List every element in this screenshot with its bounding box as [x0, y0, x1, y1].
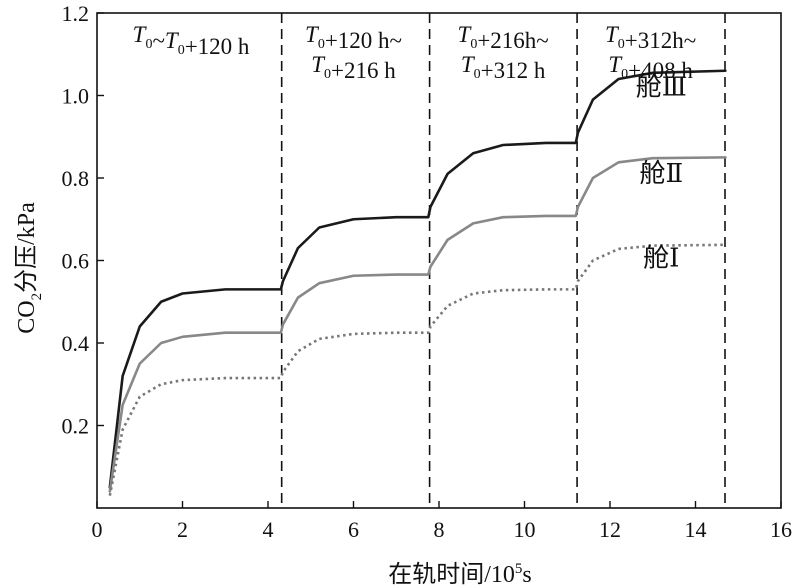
- series-labels: 舱Ⅲ 舱Ⅱ 舱Ⅰ: [636, 73, 687, 273]
- period-label: T0~T0+120 h: [133, 22, 250, 59]
- y-axis-ticks: 0.2 0.4 0.6 0.8 1.0 1.2: [62, 1, 104, 439]
- x-tick-label: 4: [263, 517, 274, 542]
- series-line-舱Ⅰ: [108, 243, 726, 496]
- x-axis-title-unit: s: [522, 562, 531, 587]
- period-label: T0+312h~: [605, 22, 696, 53]
- x-axis-title: 在轨时间/105s: [388, 561, 532, 587]
- series-label: 舱Ⅰ: [643, 244, 679, 273]
- period-boundary-lines: [280, 13, 726, 508]
- x-tick-label: 0: [92, 517, 103, 542]
- y-tick-label: 0.6: [62, 249, 90, 274]
- series-label: 舱Ⅱ: [639, 159, 683, 188]
- y-axis-title-sub: 2: [29, 293, 45, 301]
- x-tick-label: 8: [434, 517, 445, 542]
- y-tick-label: 0.4: [62, 331, 90, 356]
- y-axis-title-pre: CO: [14, 300, 40, 333]
- y-tick-label: 1.0: [62, 84, 90, 109]
- period-label: T0+216 h: [311, 52, 396, 83]
- y-axis-title-post: 分压/kPa: [13, 202, 40, 293]
- series-line-舱Ⅲ: [108, 69, 727, 489]
- period-labels: T0~T0+120 h T0+120 h~T0+216 hT0+216h~T0+3…: [133, 22, 697, 83]
- x-tick-label: 10: [514, 517, 536, 542]
- period-label: T0+216h~: [458, 22, 549, 53]
- x-tick-label: 14: [685, 517, 707, 542]
- y-tick-label: 1.2: [62, 1, 90, 26]
- x-axis-title-text: 在轨时间/10: [388, 561, 515, 587]
- period-label: T0+120 h~: [305, 22, 402, 53]
- x-tick-label: 12: [599, 517, 621, 542]
- series-lines: [108, 69, 727, 496]
- x-axis-title-sup: 5: [515, 561, 523, 577]
- period-label: T0+408 h: [608, 52, 693, 83]
- x-axis-ticks: 0 2 4 6 8 10 12 14 16: [92, 501, 792, 542]
- x-tick-label: 16: [770, 517, 792, 542]
- y-tick-label: 0.8: [62, 166, 90, 191]
- series-label: 舱Ⅲ: [636, 73, 687, 102]
- period-label: T0+312 h: [461, 52, 546, 83]
- x-tick-label: 6: [348, 517, 359, 542]
- x-tick-label: 2: [177, 517, 188, 542]
- y-tick-label: 0.2: [62, 414, 90, 439]
- y-axis-title: CO2分压/kPa: [13, 202, 45, 334]
- series-line-舱Ⅱ: [108, 156, 727, 493]
